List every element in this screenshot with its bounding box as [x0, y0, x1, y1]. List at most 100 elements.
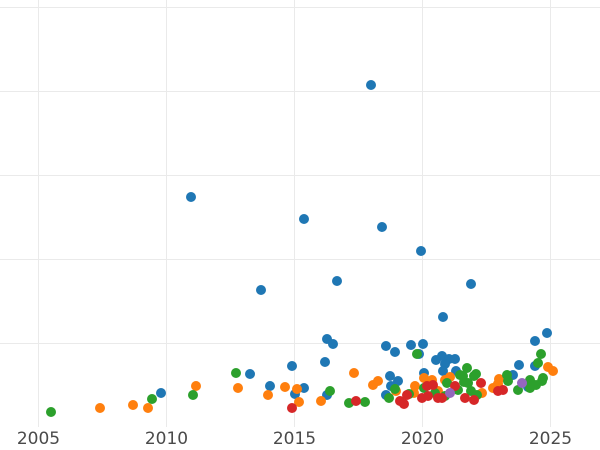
data-point-green	[471, 368, 482, 379]
data-point-red	[450, 381, 460, 392]
data-point-orange	[348, 367, 359, 378]
grid-line-vertical	[166, 0, 167, 427]
data-point-blue	[444, 353, 455, 364]
grid-line-vertical	[38, 0, 39, 427]
data-point-green	[360, 397, 371, 408]
data-point-orange	[232, 383, 243, 394]
data-point-blue	[508, 370, 519, 381]
x-tick-label: 2025	[528, 429, 573, 449]
data-point-orange	[293, 396, 304, 407]
data-point-orange	[191, 381, 202, 392]
data-point-blue	[436, 351, 447, 362]
grid-line-vertical	[422, 0, 423, 427]
data-point-blue	[438, 366, 449, 377]
data-point-orange	[291, 383, 302, 394]
data-point-red	[286, 403, 297, 414]
data-point-blue	[298, 383, 309, 394]
data-point-green	[535, 348, 546, 359]
data-point-green	[538, 372, 549, 383]
data-point-green	[343, 398, 354, 409]
data-point-orange	[367, 379, 378, 390]
data-point-green	[231, 367, 242, 378]
data-point-red	[423, 391, 434, 402]
data-point-blue	[286, 361, 297, 372]
data-point-red	[416, 393, 427, 404]
data-point-orange	[315, 395, 326, 406]
data-point-green	[390, 383, 401, 394]
data-point-blue	[514, 360, 525, 371]
x-tick-label: 2010	[144, 429, 189, 449]
data-point-blue	[156, 388, 167, 399]
data-point-blue	[466, 278, 477, 289]
data-point-blue	[389, 346, 400, 357]
data-point-green	[453, 384, 464, 395]
data-point-green	[384, 393, 395, 404]
data-point-blue	[244, 368, 255, 379]
data-point-blue	[381, 341, 392, 352]
data-point-red	[401, 389, 412, 400]
data-point-blue	[186, 192, 197, 203]
data-point-orange	[548, 366, 559, 377]
grid-line-vertical	[550, 0, 551, 427]
data-point-blue	[417, 339, 428, 350]
data-point-green	[502, 369, 513, 380]
data-point-green	[466, 386, 477, 397]
data-point-orange	[410, 381, 421, 392]
data-point-blue	[392, 375, 403, 386]
data-point-blue	[264, 380, 275, 391]
data-point-green	[533, 357, 544, 368]
data-point-orange	[418, 372, 429, 383]
data-point-green	[45, 407, 56, 418]
data-point-orange	[143, 403, 154, 414]
data-point-blue	[322, 334, 332, 345]
data-point-blue	[289, 388, 300, 399]
data-point-blue	[385, 371, 396, 382]
data-point-green	[411, 348, 422, 359]
data-point-green	[531, 379, 542, 390]
data-point-blue	[320, 357, 331, 367]
data-point-orange	[279, 382, 290, 393]
data-point-blue	[438, 311, 449, 322]
data-point-orange	[488, 383, 499, 394]
data-point-green	[524, 374, 535, 385]
grid-line-horizontal	[0, 90, 600, 92]
data-point-blue	[450, 353, 460, 364]
data-point-blue	[256, 284, 267, 295]
data-point-green	[325, 386, 336, 397]
grid-line-vertical	[294, 0, 295, 427]
data-point-blue	[406, 340, 417, 351]
data-point-blue	[376, 221, 387, 232]
data-point-red	[459, 393, 470, 404]
data-point-red	[498, 384, 509, 395]
data-point-green	[457, 371, 468, 382]
data-point-blue	[541, 328, 552, 339]
data-point-red	[399, 399, 410, 410]
data-point-orange	[542, 362, 553, 373]
data-point-green	[461, 362, 472, 373]
data-point-green	[430, 388, 441, 399]
grid-line-horizontal	[0, 6, 600, 8]
grid-line-horizontal	[0, 174, 600, 176]
data-point-green	[503, 376, 514, 387]
data-point-red	[475, 378, 486, 389]
data-point-red	[436, 393, 447, 404]
data-point-blue	[440, 358, 451, 369]
data-point-red	[468, 394, 479, 405]
data-point-blue	[327, 338, 338, 349]
data-point-blue	[331, 276, 342, 287]
x-tick-label: 2015	[272, 429, 317, 449]
data-point-orange	[476, 388, 487, 399]
data-point-red	[422, 381, 433, 392]
data-point-green	[187, 389, 198, 400]
x-tick-label: 2020	[400, 429, 445, 449]
data-point-purple	[445, 388, 456, 399]
data-point-green	[471, 389, 482, 400]
data-point-blue	[365, 80, 376, 91]
data-point-green	[441, 378, 452, 389]
data-point-green	[463, 378, 474, 389]
data-point-orange	[494, 373, 505, 384]
data-point-orange	[493, 378, 504, 389]
data-point-blue	[416, 245, 427, 256]
